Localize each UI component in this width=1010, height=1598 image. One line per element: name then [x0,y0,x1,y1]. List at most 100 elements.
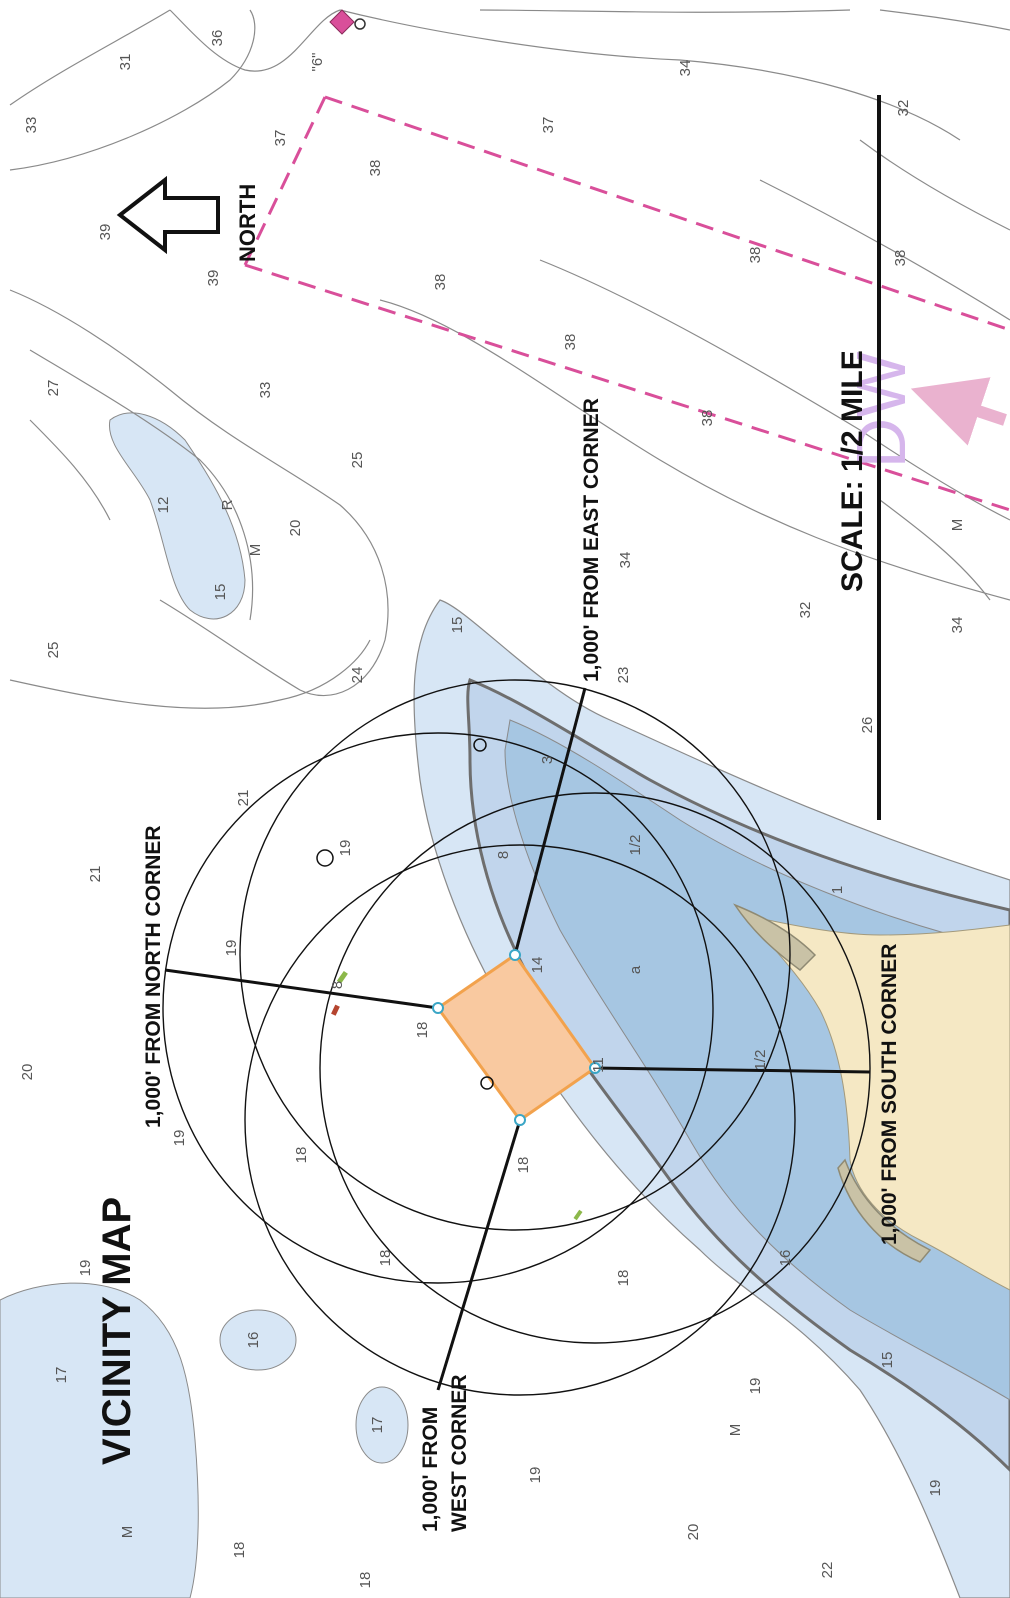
circle-north-corner [162,732,714,1284]
marker-red-icon [331,1004,340,1016]
label-north-corner: 1,000' FROM NORTH CORNER [142,825,165,1128]
marker-green-icon [336,970,348,984]
obstruction-icon [316,849,334,867]
depth-sounding: 23 [615,667,632,684]
depth-sounding: 33 [23,117,40,134]
depth-sounding: 15 [212,584,229,601]
depth-sounding: "6" [309,53,326,72]
depth-sounding: 12 [155,497,172,514]
depth-sounding: 19 [927,1480,944,1497]
depth-sounding: 18 [231,1542,248,1559]
map-title: VICINITY MAP [95,1197,139,1465]
depth-sounding: 19 [527,1467,544,1484]
scale-label: SCALE: 1/2 MILE [836,350,869,592]
depth-sounding: a [627,965,644,974]
depth-sounding: 38 [562,334,579,351]
depth-sounding: 31 [117,54,134,71]
corner-marker-south [589,1062,601,1074]
depth-sounding: 1/2 [627,835,644,856]
depth-sounding: 24 [349,667,366,684]
depth-sounding: R [219,499,236,510]
depth-sounding: 27 [45,380,62,397]
depth-sounding: 38 [367,160,384,177]
north-label: NORTH [235,184,260,262]
depth-sounding: 33 [257,382,274,399]
depth-sounding: 20 [685,1524,702,1541]
obstruction-icon [480,1076,494,1090]
radius-line-east [513,687,587,956]
reef-area [733,903,932,1263]
depth-sounding: 21 [235,790,252,807]
depth-sounding: 8 [329,981,346,989]
depth-sounding: 3 [539,756,556,764]
depth-sounding: 18 [414,1022,431,1039]
corner-marker-north [432,1002,444,1014]
label-south-corner: 1,000' FROM SOUTH CORNER [878,944,901,1245]
depth-sounding: 11 [590,1057,607,1073]
depth-sounding: 38 [432,274,449,291]
radius-line-south [594,1066,871,1074]
depth-sounding: 20 [287,520,304,537]
circle-south-corner [319,792,871,1344]
shoal-left-bottom [0,1282,199,1598]
obstruction-icon [473,738,487,752]
depth-sounding: 32 [797,602,814,619]
depth-sounding: 18 [377,1250,394,1267]
chart-symbols [316,738,494,1090]
depth-sounding: M [119,1526,136,1539]
depth-sounding: 38 [892,250,909,267]
depth-sounding: 26 [859,717,876,734]
label-west-corner-line2: WEST CORNER [448,1375,471,1533]
radius-circles [162,679,871,1396]
depth-sounding: 18 [615,1270,632,1287]
radius-line-west [436,1119,522,1391]
depth-sounding: 19 [171,1130,188,1147]
label-west-corner-line1: 1,000' FROM [419,1407,442,1532]
depth-sounding: 17 [369,1417,386,1434]
depth-sounding: 34 [617,552,634,569]
depth-sounding: 16 [777,1250,794,1267]
depth-sounding: 15 [879,1352,896,1369]
depth-sounding: 19 [223,940,240,957]
land-area [743,914,1010,1291]
depth-sounding: 38 [747,247,764,264]
depth-sounding: 34 [677,60,694,77]
depth-sounding: 21 [87,866,104,883]
depth-sounding: 19 [77,1260,94,1277]
corner-marker-west [514,1114,526,1126]
corner-marker-east [509,949,521,961]
depth-sounding: 25 [349,452,366,469]
depth-sounding: 39 [205,270,222,287]
radius-lines [164,687,871,1391]
shoal-left-top [109,412,246,620]
shoal-small-16 [219,1309,297,1371]
depth-sounding: 18 [515,1157,532,1174]
label-east-corner: 1,000' FROM EAST CORNER [580,398,603,682]
depth-sounding: 17 [53,1367,70,1384]
depth-sounding: 1/2 [752,1050,769,1071]
pink-direction-arrow [910,377,1007,446]
depth-contours [9,9,1010,709]
buoy-icon [329,9,366,35]
depth-sounding: 19 [747,1378,764,1395]
depth-sounding: 16 [245,1332,262,1349]
depth-sounding: M [949,519,966,532]
depth-sounding: 14 [529,957,546,974]
radius-line-north [164,968,439,1010]
depth-sounding: 15 [449,617,466,634]
depth-sounding: 22 [819,1562,836,1579]
depth-sounding: 39 [97,224,114,241]
shoal-small-17 [355,1386,409,1464]
depth-sounding: 20 [19,1064,36,1081]
depth-sounding: 18 [357,1572,374,1589]
depth-sounding: 38 [699,410,716,427]
north-arrow-icon [116,175,220,255]
depth-sounding: 1 [829,886,846,894]
depth-sounding: 36 [209,30,226,47]
depth-sounding: 37 [540,117,557,134]
circle-east-corner [239,679,791,1231]
depth-sounding: 19 [337,840,354,857]
depth-sounding: 25 [45,642,62,659]
